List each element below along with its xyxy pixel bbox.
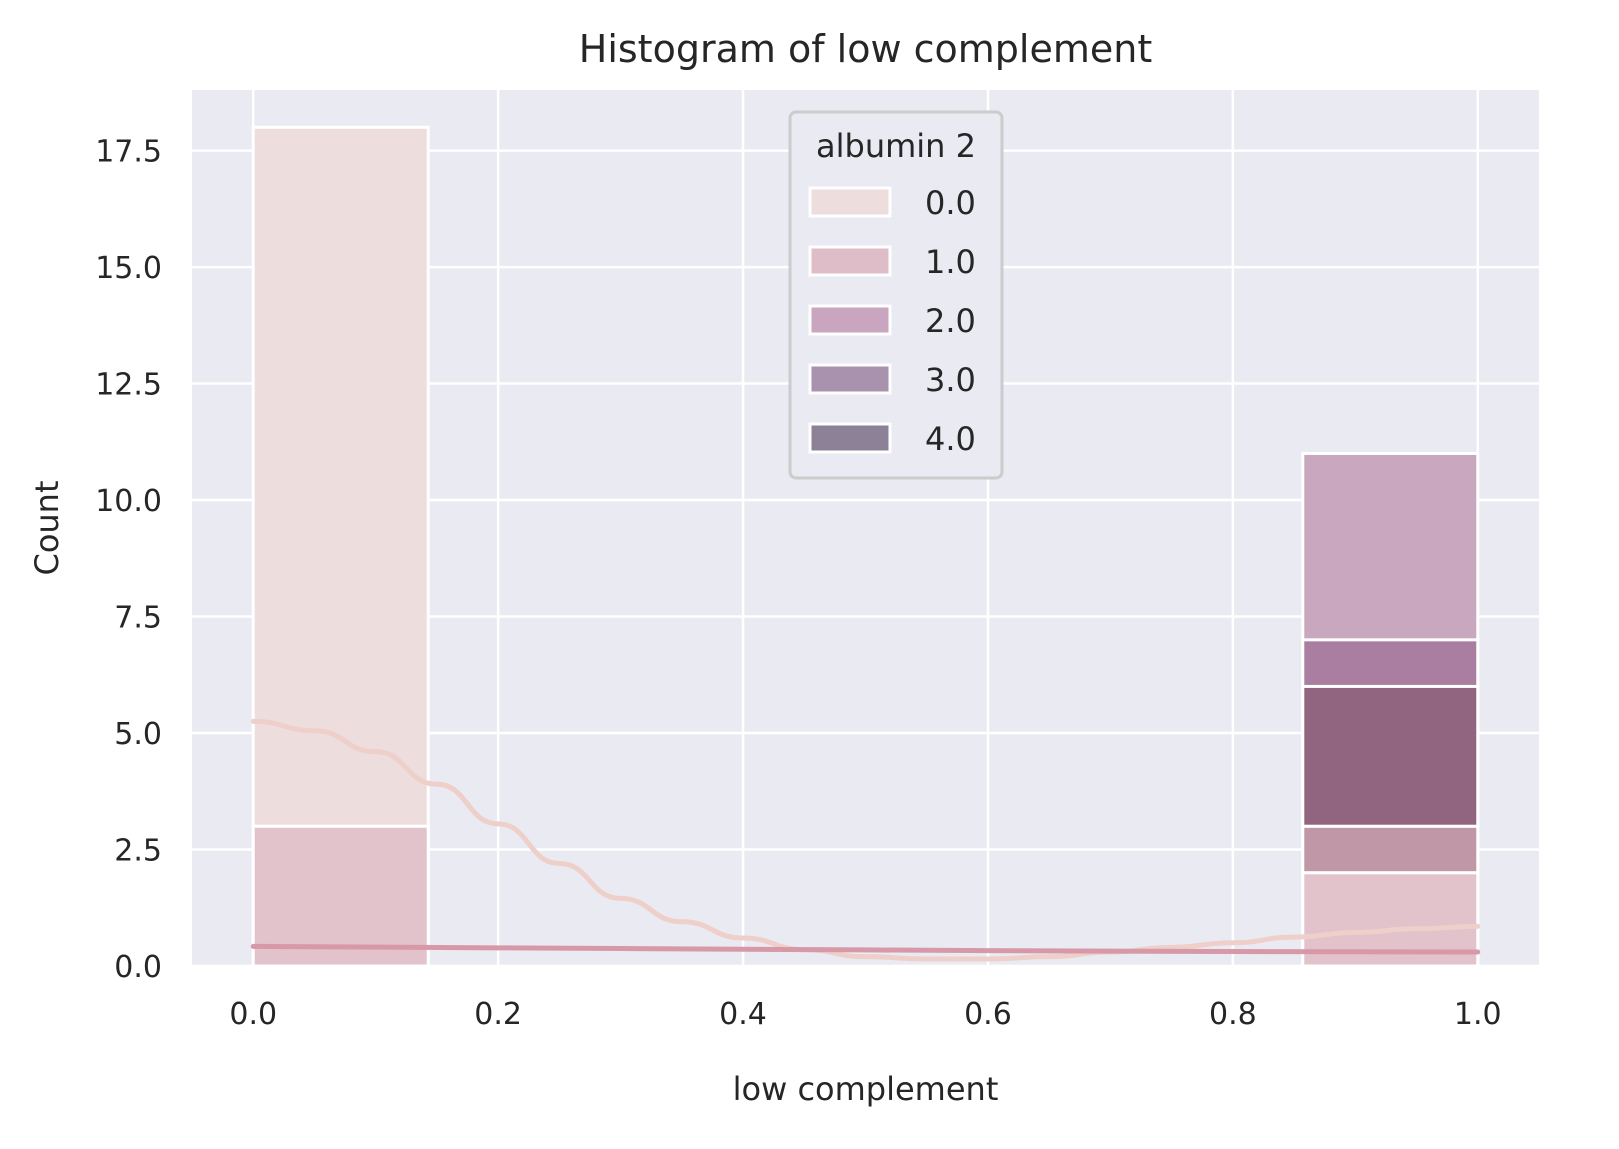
x-tick-labels: 0.0 0.2 0.4 0.6 0.8 1.0 xyxy=(229,997,1501,1032)
legend-label: 3.0 xyxy=(925,361,976,399)
y-tick-label: 2.5 xyxy=(114,834,162,869)
legend-label: 4.0 xyxy=(925,420,976,458)
histogram-bar xyxy=(1301,684,1480,828)
y-tick-label: 12.5 xyxy=(95,368,162,403)
histogram-bar xyxy=(251,824,430,968)
y-tick-label: 7.5 xyxy=(114,601,162,636)
legend-label: 0.0 xyxy=(925,184,976,222)
x-tick-label: 0.6 xyxy=(964,997,1012,1032)
chart-title: Histogram of low complement xyxy=(579,27,1152,71)
y-tick-labels: 0.0 2.5 5.0 7.5 10.0 12.5 15.0 17.5 xyxy=(95,135,162,985)
y-tick-label: 15.0 xyxy=(95,251,162,286)
y-tick-label: 0.0 xyxy=(114,950,162,985)
y-tick-label: 5.0 xyxy=(114,717,162,752)
x-tick-label: 0.2 xyxy=(474,997,522,1032)
legend-label: 1.0 xyxy=(925,243,976,281)
legend-swatch xyxy=(808,304,892,336)
legend-entries: 0.0 1.0 2.0 3.0 4.0 xyxy=(808,184,976,458)
legend-swatch xyxy=(808,363,892,395)
x-tick-label: 0.0 xyxy=(229,997,277,1032)
kde-line xyxy=(250,718,1481,962)
kde-curves xyxy=(250,718,1481,962)
x-axis-label: low complement xyxy=(733,1070,999,1108)
x-tick-label: 1.0 xyxy=(1454,997,1502,1032)
y-tick-label: 17.5 xyxy=(95,135,162,170)
histogram-bars xyxy=(251,125,1480,968)
legend-title: albumin 2 xyxy=(816,127,976,165)
kde-line xyxy=(250,943,1481,955)
y-axis-label: Count xyxy=(28,480,66,575)
x-tick-label: 0.4 xyxy=(719,997,767,1032)
legend-swatch xyxy=(808,245,892,277)
x-tick-label: 0.8 xyxy=(1209,997,1257,1032)
y-tick-label: 10.0 xyxy=(95,484,162,519)
legend: albumin 2 0.0 1.0 2.0 3.0 4.0 xyxy=(788,110,1004,480)
legend-swatch xyxy=(808,422,892,454)
legend-swatch xyxy=(808,186,892,218)
legend-label: 2.0 xyxy=(925,302,976,340)
